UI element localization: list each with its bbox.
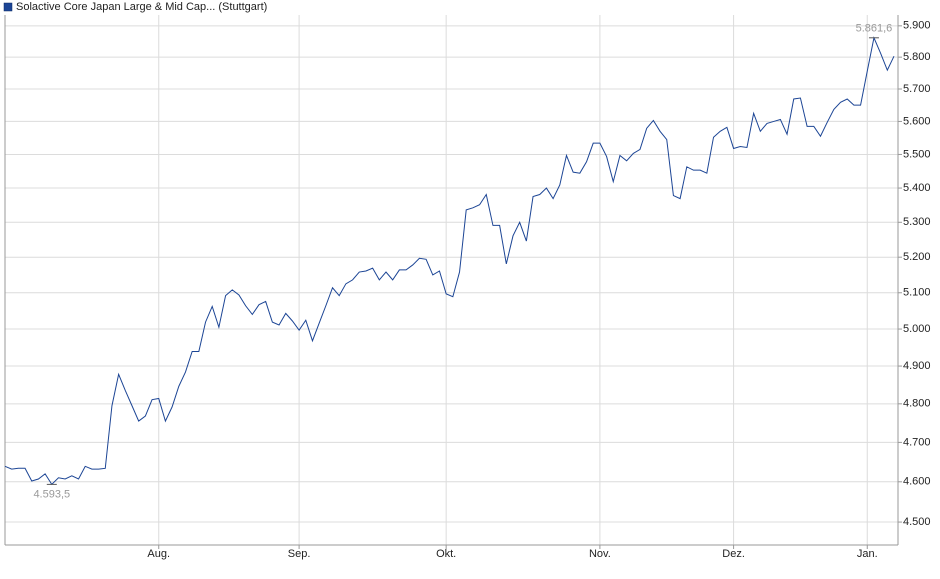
y-tick-label: 5.000: [903, 323, 931, 335]
y-tick-label: 5.700: [903, 83, 931, 95]
y-tick-label: 5.800: [903, 51, 931, 63]
y-tick-label: 4.600: [903, 476, 931, 488]
y-tick-label: 5.100: [903, 287, 931, 299]
y-tick-label: 5.900: [903, 20, 931, 32]
y-tick-label: 4.900: [903, 360, 931, 372]
x-tick-label: Jan.: [857, 548, 878, 560]
x-tick-label: Sep.: [288, 548, 311, 560]
x-tick-label: Nov.: [589, 548, 611, 560]
y-tick-label: 5.600: [903, 115, 931, 127]
y-tick-label: 5.500: [903, 148, 931, 160]
x-tick-label: Okt.: [436, 548, 456, 560]
y-tick-label: 4.700: [903, 436, 931, 448]
y-tick-label: 4.800: [903, 398, 931, 410]
price-line: [4, 36, 895, 486]
x-tick-label: Aug.: [147, 548, 170, 560]
y-tick-label: 4.500: [903, 516, 931, 528]
x-tick-label: Dez.: [722, 548, 745, 560]
value-label: 4.593,5: [33, 488, 70, 500]
y-tick-label: 5.400: [903, 182, 931, 194]
value-label: 5.861,6: [856, 23, 893, 35]
legend-label: Solactive Core Japan Large & Mid Cap... …: [16, 1, 267, 13]
y-tick-label: 5.300: [903, 216, 931, 228]
legend-swatch: [3, 2, 13, 12]
y-tick-label: 5.200: [903, 251, 931, 263]
